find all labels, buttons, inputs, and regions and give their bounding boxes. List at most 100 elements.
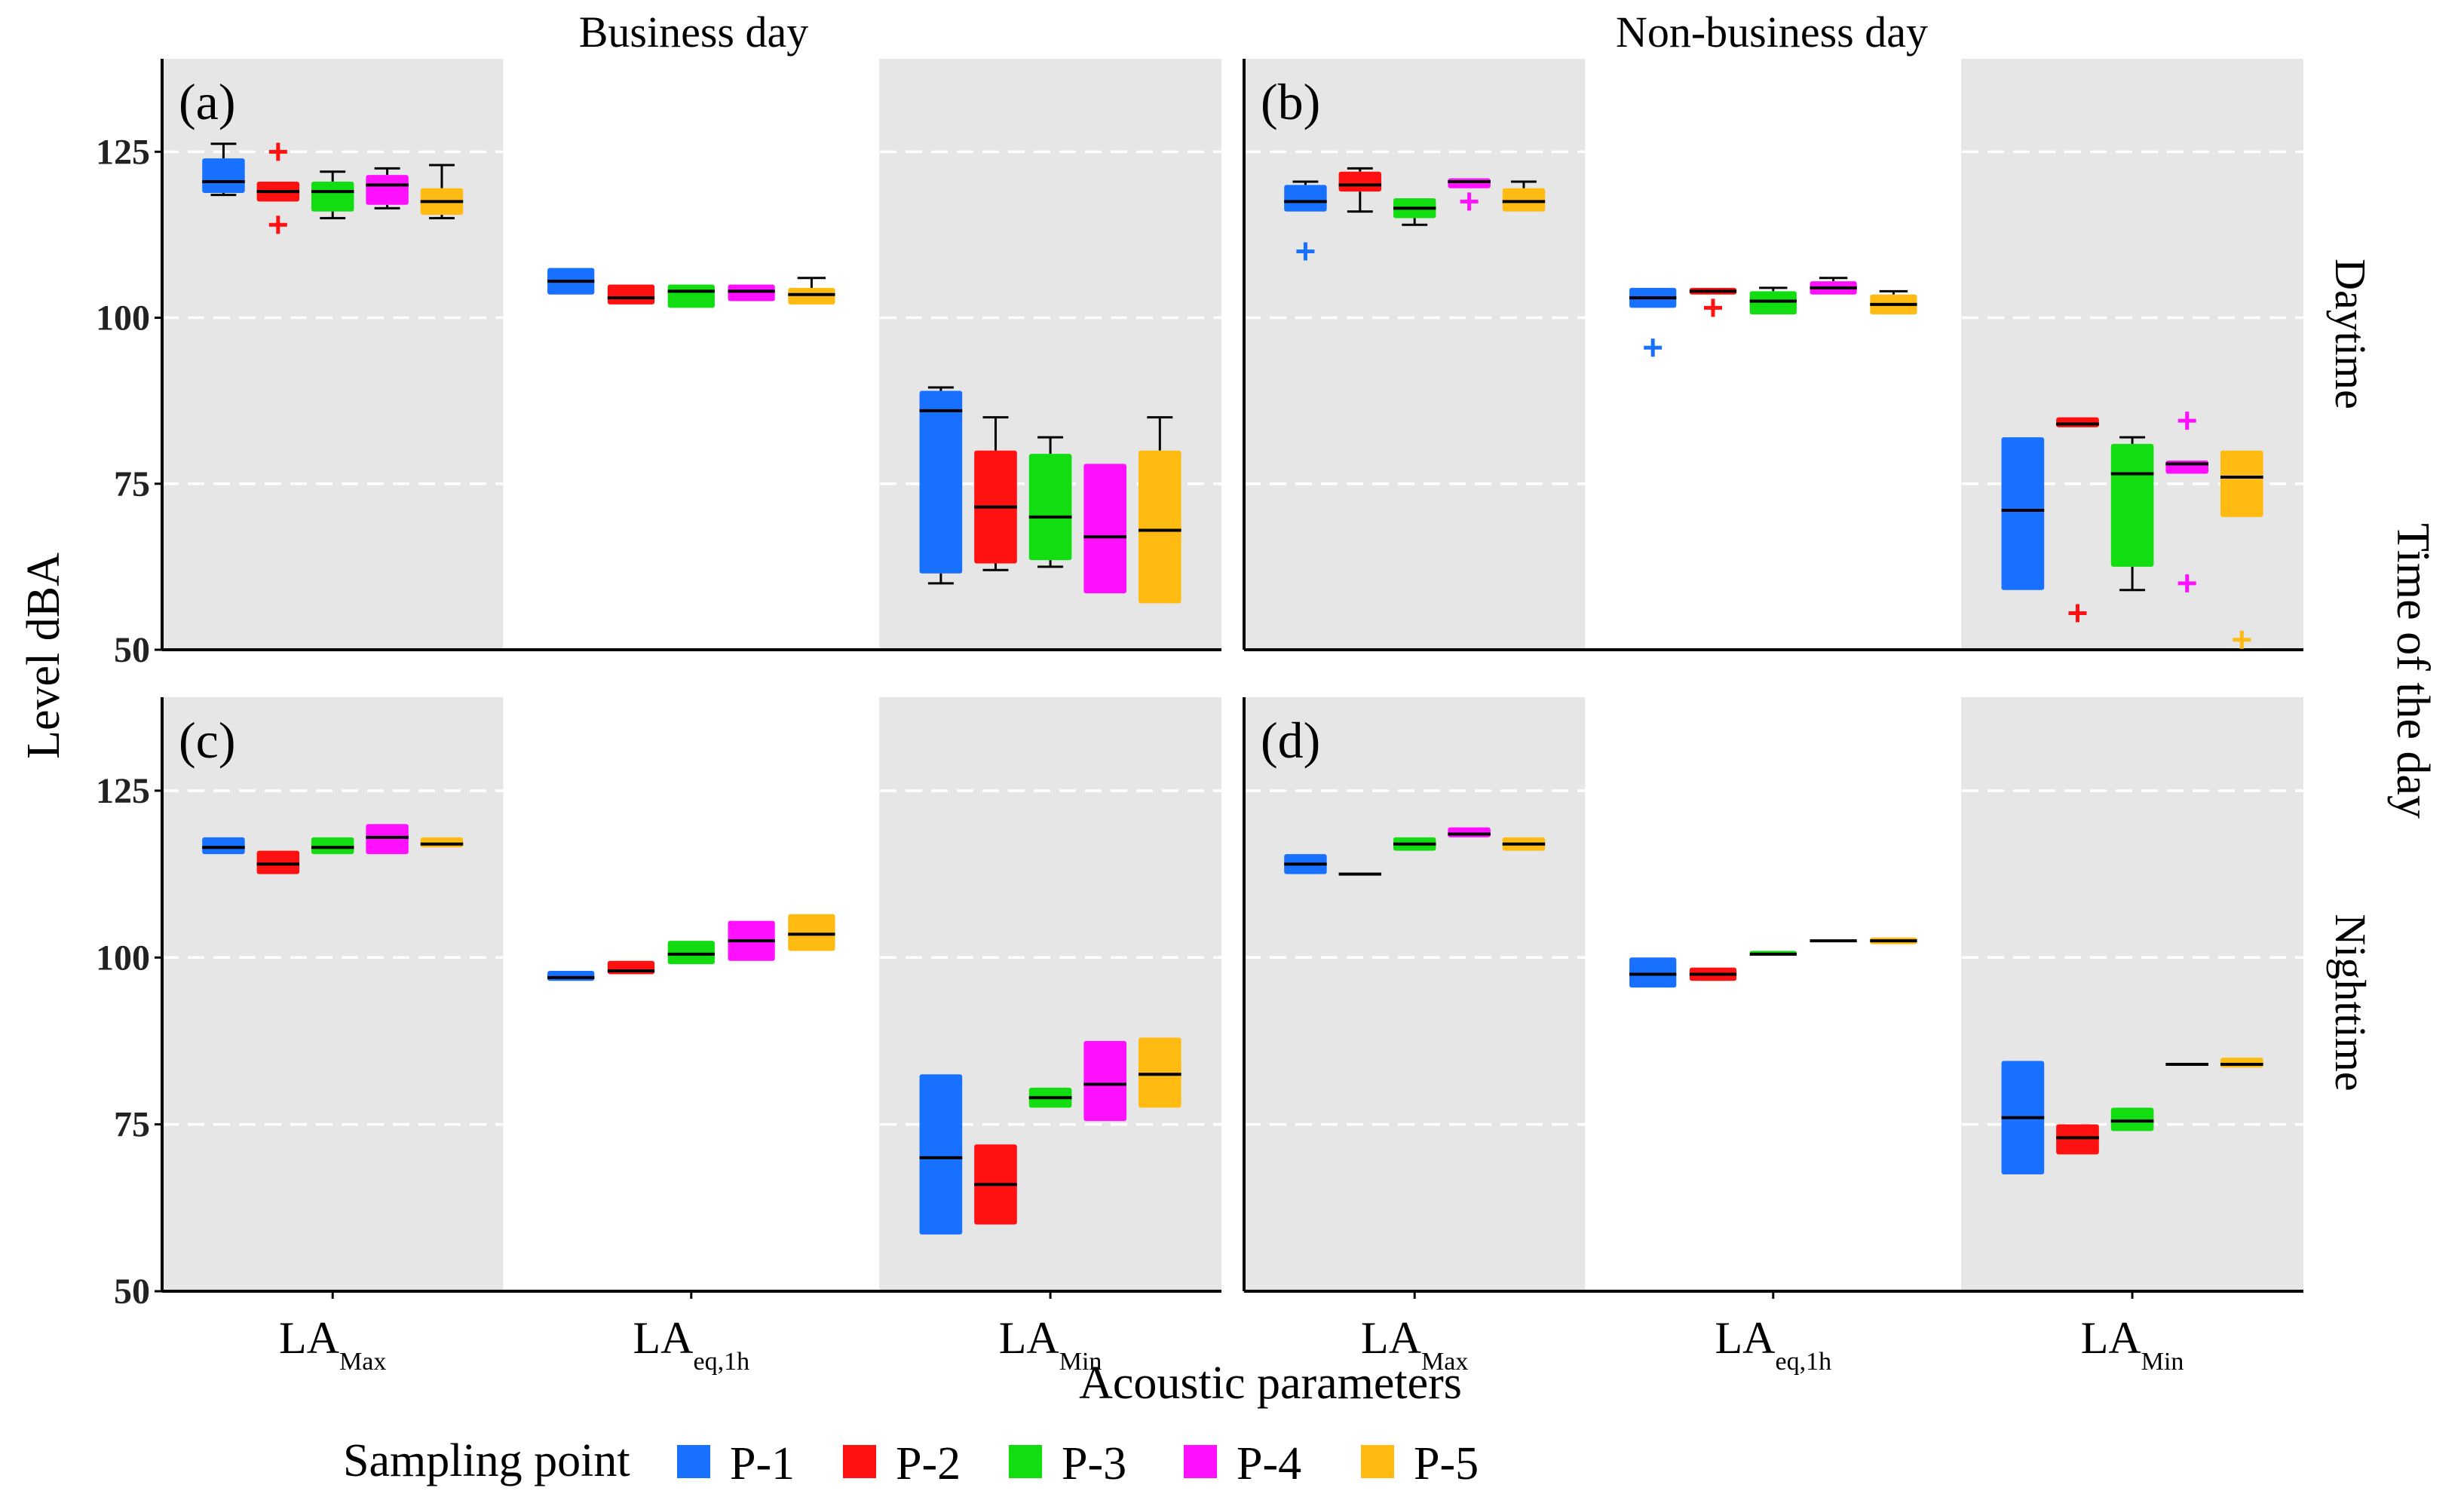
box-min-p2 <box>974 1144 1017 1225</box>
box-min-p5 <box>1138 416 1181 604</box>
box-max-p3 <box>1393 837 1436 851</box>
box-eq1h-p5 <box>788 277 835 305</box>
box-body <box>2110 1107 2154 1131</box>
box-max-p3 <box>1393 197 1436 226</box>
box-body <box>202 837 245 855</box>
legend-label-p2: P-2 <box>896 1438 961 1489</box>
box-eq1h-p3 <box>667 284 715 308</box>
category-band-1 <box>1585 59 1962 650</box>
box-max-p4 <box>366 824 409 855</box>
category-band-1 <box>1585 697 1962 1291</box>
outlier-marker <box>1644 338 1663 357</box>
box-min-p5 <box>2220 450 2263 649</box>
y-tick-label-125: 125 <box>96 771 150 811</box>
box-eq1h-p1 <box>547 971 595 981</box>
box-body <box>667 284 715 308</box>
box-max-p2 <box>256 850 300 874</box>
panel-label: (c) <box>179 712 235 769</box>
box-body <box>2056 417 2099 427</box>
row-title-daytime: Daytime <box>2326 259 2375 409</box>
legend-label-p3: P-3 <box>1062 1438 1126 1489</box>
panel-label: (b) <box>1261 73 1320 130</box>
box-min-p3 <box>1028 1087 1072 1108</box>
x-tick-label-0: LAMax <box>1361 1313 1468 1376</box>
outlier-marker <box>2177 574 2196 592</box>
box-max-p2 <box>256 142 300 234</box>
box-body <box>256 850 300 874</box>
category-band-0 <box>1244 59 1586 650</box>
legend-label-p4: P-4 <box>1237 1438 1301 1489</box>
outlier-marker <box>2177 412 2196 430</box>
box-body <box>202 158 245 193</box>
box-min-p5 <box>1138 1037 1181 1108</box>
box-min-p3 <box>1028 436 1072 568</box>
box-max-p3 <box>311 170 354 219</box>
box-eq1h-p2 <box>607 284 655 305</box>
box-max-p5 <box>420 164 464 219</box>
box-eq1h-p4 <box>1810 277 1857 295</box>
box-max-p5 <box>1502 837 1546 851</box>
box-eq1h-p5 <box>1870 289 1917 315</box>
category-band-1 <box>503 697 880 1291</box>
x-tick-label-2: LAMin <box>2081 1313 2184 1376</box>
y-tick-label-50: 50 <box>114 630 150 670</box>
box-body <box>2056 1124 2099 1155</box>
box-max-p4 <box>366 167 409 210</box>
box-eq1h-p2 <box>1689 967 1737 981</box>
y-tick-label-100: 100 <box>96 298 150 338</box>
y-tick-label-75: 75 <box>114 464 150 504</box>
x-tick-label-1: LAeq,1h <box>1715 1313 1832 1376</box>
box-min-p3 <box>2110 1107 2154 1131</box>
box-body <box>1083 464 1127 594</box>
box-body <box>919 390 963 574</box>
box-eq1h-p5 <box>1870 937 1917 944</box>
box-body <box>366 175 409 205</box>
box-body <box>1629 957 1677 988</box>
box-min-p1 <box>2001 1061 2045 1175</box>
legend-label-p5: P-5 <box>1414 1438 1479 1489</box>
box-body <box>607 284 655 305</box>
box-eq1h-p3 <box>667 941 715 965</box>
box-body <box>1083 1040 1127 1122</box>
outlier-marker <box>268 216 287 234</box>
x-tick-label-1: LAeq,1h <box>633 1313 750 1376</box>
x-tick-label-2: LAMin <box>999 1313 1102 1376</box>
box-min-p2 <box>974 416 1017 571</box>
box-eq1h-p1 <box>1629 957 1677 988</box>
box-max-p5 <box>1502 180 1546 212</box>
x-tick-label-0: LAMax <box>279 1313 386 1376</box>
category-band-2 <box>1961 697 2303 1291</box>
outlier-marker <box>2233 630 2251 649</box>
legend-label-p1: P-1 <box>730 1438 795 1489</box>
row-title-nighttime: Nighttime <box>2326 914 2375 1091</box>
box-body <box>420 837 464 848</box>
box-min-p1 <box>919 386 963 585</box>
strip-title: Time of the day <box>2387 523 2438 819</box>
box-body <box>366 824 409 855</box>
box-body <box>1138 1037 1181 1108</box>
panel-d: (d) LAMax LAeq,1h LAMin <box>1243 697 2303 1376</box>
box-body <box>1749 291 1797 315</box>
y-tick-label-100: 100 <box>96 938 150 978</box>
box-body <box>788 914 835 951</box>
box-body <box>311 837 354 855</box>
outlier-marker <box>2068 604 2087 623</box>
box-body <box>1138 450 1181 604</box>
box-max-p4 <box>1448 827 1491 837</box>
legend-swatch-p1 <box>677 1445 710 1478</box>
box-min-p5 <box>2220 1058 2263 1068</box>
box-max-p2 <box>1338 167 1382 213</box>
box-body <box>2110 443 2154 567</box>
category-band-0 <box>162 59 504 650</box>
legend-swatch-p2 <box>843 1445 876 1478</box>
box-min-p4 <box>1083 464 1127 594</box>
box-body <box>788 287 835 305</box>
box-max-p1 <box>202 837 245 855</box>
box-eq1h-p1 <box>547 268 595 295</box>
legend: Sampling point P-1 P-2 P-3 P-4 P-5 <box>343 1435 1479 1489</box>
panel-a: 50 75 100 125 (a) <box>96 59 1221 670</box>
category-band-1 <box>503 59 880 650</box>
outlier-marker <box>1296 242 1315 261</box>
y-axis-title: Level dBA <box>18 553 69 759</box>
